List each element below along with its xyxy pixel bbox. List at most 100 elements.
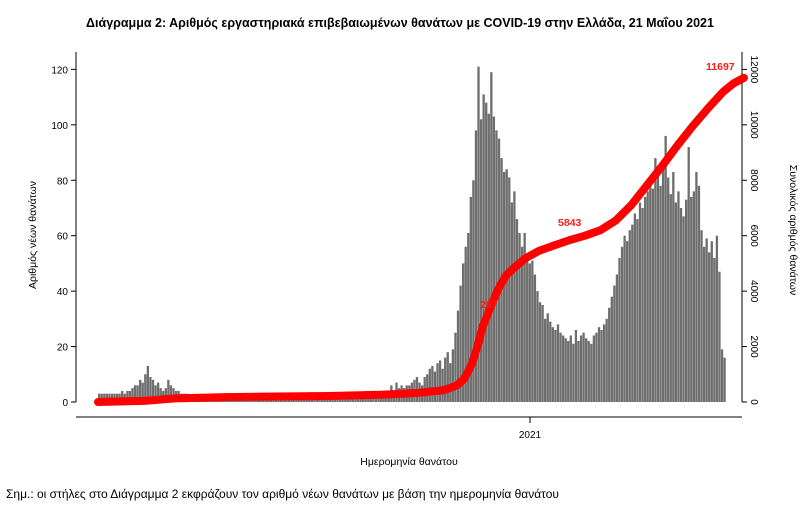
bar bbox=[520, 246, 524, 402]
bar bbox=[610, 296, 613, 402]
bar bbox=[523, 232, 526, 402]
bar bbox=[495, 130, 498, 402]
bar bbox=[549, 321, 552, 402]
bar bbox=[661, 163, 665, 402]
bar bbox=[428, 368, 431, 402]
bar bbox=[446, 352, 449, 402]
bar bbox=[679, 207, 683, 402]
bar bbox=[695, 171, 698, 402]
bar bbox=[664, 135, 667, 403]
bar bbox=[628, 230, 631, 402]
bar bbox=[631, 224, 634, 402]
cumulative-line bbox=[94, 73, 748, 406]
y-tick-label-right: 10000 bbox=[748, 111, 759, 139]
x-axis-label: Ημερομηνία θανάτου bbox=[360, 456, 458, 468]
bar bbox=[715, 235, 719, 402]
bar bbox=[626, 241, 629, 402]
bar bbox=[692, 191, 695, 402]
bar bbox=[505, 169, 508, 402]
bar bbox=[546, 313, 549, 402]
bar bbox=[592, 335, 596, 402]
bar bbox=[479, 119, 483, 402]
bar bbox=[508, 177, 511, 402]
bar bbox=[497, 138, 501, 402]
cumulative-annotation: 5843 bbox=[558, 217, 582, 229]
bar bbox=[436, 363, 439, 402]
bar bbox=[156, 382, 160, 402]
bar bbox=[451, 349, 455, 402]
bar bbox=[651, 188, 654, 402]
bar bbox=[587, 341, 590, 402]
bar bbox=[149, 377, 152, 402]
bar bbox=[146, 365, 150, 402]
bar bbox=[492, 116, 496, 403]
bar bbox=[474, 130, 478, 402]
bar bbox=[649, 180, 652, 402]
y-tick-label-left: 60 bbox=[57, 232, 69, 243]
bar bbox=[515, 219, 519, 402]
y-tick-label-right: 12000 bbox=[748, 55, 759, 83]
bar bbox=[441, 368, 444, 402]
bar bbox=[559, 332, 562, 402]
bar bbox=[528, 263, 531, 402]
bar bbox=[131, 388, 134, 402]
bar bbox=[697, 185, 701, 402]
cumulative-annotation: 297 bbox=[480, 299, 498, 311]
bar bbox=[536, 291, 539, 402]
bar bbox=[579, 335, 583, 402]
bar bbox=[667, 177, 670, 402]
bar bbox=[687, 147, 690, 402]
bar bbox=[582, 332, 585, 402]
bar bbox=[164, 388, 167, 402]
bar bbox=[674, 202, 678, 402]
bar bbox=[477, 66, 480, 402]
bar bbox=[608, 307, 611, 402]
bar bbox=[708, 252, 711, 402]
y-tick-label-left: 100 bbox=[51, 121, 68, 132]
bar bbox=[141, 382, 144, 402]
bar bbox=[438, 360, 442, 402]
bar bbox=[682, 216, 685, 402]
bar bbox=[490, 72, 493, 403]
bar bbox=[554, 329, 557, 402]
bar bbox=[169, 385, 173, 402]
axes bbox=[71, 52, 747, 423]
bar bbox=[659, 185, 662, 402]
bar bbox=[633, 213, 637, 402]
bar bbox=[638, 202, 642, 402]
axis-labels: 0 20 40 60 80 100 120 0 2000 4000 6000 8000 10000 120… bbox=[27, 55, 799, 468]
bar bbox=[126, 390, 129, 402]
bar bbox=[449, 363, 452, 402]
bar bbox=[710, 241, 713, 402]
x-tick-label: 2021 bbox=[519, 430, 542, 441]
y-tick-label-left: 80 bbox=[57, 176, 69, 187]
bar bbox=[100, 393, 103, 402]
y-tick-label-right: 8000 bbox=[748, 169, 759, 192]
chart-title: Διάγραμμα 2: Αριθμός εργαστηριακά επιβεβ… bbox=[86, 16, 714, 30]
bar bbox=[643, 196, 647, 402]
y-tick-label-right: 6000 bbox=[748, 225, 759, 248]
bar bbox=[461, 263, 465, 402]
bar bbox=[690, 196, 693, 402]
y-tick-label-left: 120 bbox=[51, 65, 68, 76]
bar bbox=[431, 365, 434, 402]
bar bbox=[151, 379, 155, 402]
bar bbox=[513, 191, 516, 402]
bar bbox=[456, 310, 460, 402]
bar bbox=[636, 219, 639, 402]
bar bbox=[510, 202, 513, 402]
y-tick-label-right: 2000 bbox=[748, 335, 759, 358]
bar bbox=[128, 390, 132, 402]
bar bbox=[533, 274, 537, 402]
bar bbox=[444, 357, 447, 402]
bar bbox=[469, 196, 472, 402]
bar bbox=[574, 329, 578, 402]
bar bbox=[544, 318, 547, 402]
cumulative-annotation: 11697 bbox=[706, 61, 735, 73]
y-tick-label-left: 20 bbox=[57, 343, 69, 354]
bar bbox=[702, 246, 706, 402]
bar bbox=[464, 246, 467, 402]
y-tick-label-right: 0 bbox=[748, 399, 759, 405]
bar bbox=[133, 385, 137, 402]
